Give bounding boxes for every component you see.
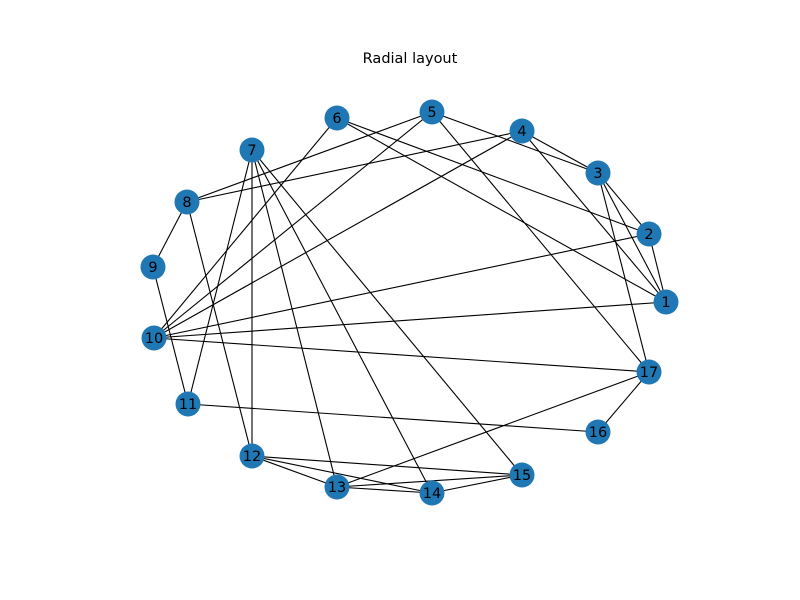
edge-10-17 — [153, 337, 650, 373]
node-9: 9 — [140, 254, 166, 280]
node-15: 15 — [509, 462, 535, 488]
node-circle-14 — [419, 480, 445, 506]
node-label-1: 1 — [661, 295, 670, 311]
node-label-11: 11 — [179, 397, 197, 413]
edge-7-15 — [251, 149, 523, 476]
edge-8-12 — [186, 201, 253, 457]
edge-4-8 — [186, 130, 523, 203]
node-4: 4 — [509, 118, 535, 144]
node-circle-16 — [585, 419, 611, 445]
node-circle-4 — [509, 118, 535, 144]
node-circle-3 — [585, 160, 611, 186]
node-11: 11 — [175, 391, 201, 417]
node-circle-7 — [239, 137, 265, 163]
node-17: 17 — [636, 359, 662, 385]
edge-3-5 — [431, 111, 599, 174]
node-circle-10 — [141, 325, 167, 351]
edge-12-15 — [251, 455, 523, 476]
node-circle-15 — [509, 462, 535, 488]
node-circle-12 — [239, 443, 265, 469]
edge-6-10 — [153, 117, 338, 339]
node-label-16: 16 — [589, 425, 607, 441]
node-label-4: 4 — [517, 124, 526, 140]
node-label-12: 12 — [243, 449, 261, 465]
node-10: 10 — [141, 325, 167, 351]
edge-13-14 — [336, 486, 433, 494]
edge-3-17 — [597, 172, 650, 373]
edge-5-10 — [153, 111, 433, 339]
node-circle-1 — [653, 289, 679, 315]
node-label-9: 9 — [148, 260, 157, 276]
node-label-17: 17 — [640, 365, 658, 381]
edge-7-14 — [251, 149, 433, 494]
edge-7-11 — [187, 149, 253, 405]
edge-1-4 — [521, 130, 667, 303]
edge-2-10 — [153, 233, 650, 339]
node-label-2: 2 — [644, 227, 653, 243]
node-12: 12 — [239, 443, 265, 469]
edge-4-10 — [153, 130, 523, 339]
node-label-10: 10 — [145, 331, 163, 347]
edge-12-14 — [251, 455, 433, 494]
edge-16-17 — [597, 371, 650, 433]
node-1: 1 — [653, 289, 679, 315]
node-7: 7 — [239, 137, 265, 163]
edge-5-17 — [431, 111, 650, 373]
node-6: 6 — [324, 105, 350, 131]
node-3: 3 — [585, 160, 611, 186]
edge-14-15 — [431, 474, 523, 494]
node-label-5: 5 — [427, 105, 436, 121]
edge-9-11 — [152, 266, 189, 405]
node-circle-17 — [636, 359, 662, 385]
node-circle-13 — [324, 474, 350, 500]
edge-2-6 — [336, 117, 650, 235]
node-label-13: 13 — [328, 480, 346, 496]
node-2: 2 — [636, 221, 662, 247]
diagram-title: Radial layout — [363, 51, 458, 67]
node-label-8: 8 — [182, 195, 191, 211]
edge-5-8 — [186, 111, 433, 203]
edge-11-16 — [187, 403, 599, 433]
node-16: 16 — [585, 419, 611, 445]
node-14: 14 — [419, 480, 445, 506]
edge-13-17 — [336, 371, 650, 488]
node-circle-2 — [636, 221, 662, 247]
node-circle-8 — [174, 189, 200, 215]
node-label-14: 14 — [423, 486, 441, 502]
edge-12-13 — [251, 455, 338, 488]
node-8: 8 — [174, 189, 200, 215]
node-label-6: 6 — [332, 111, 341, 127]
node-circle-5 — [419, 99, 445, 125]
edge-3-4 — [521, 130, 599, 174]
edge-2-3 — [597, 172, 650, 235]
node-circle-6 — [324, 105, 350, 131]
node-circle-11 — [175, 391, 201, 417]
node-label-7: 7 — [247, 143, 256, 159]
node-13: 13 — [324, 474, 350, 500]
node-5: 5 — [419, 99, 445, 125]
edge-1-10 — [153, 301, 667, 339]
node-label-3: 3 — [593, 166, 602, 182]
node-circle-9 — [140, 254, 166, 280]
edge-1-6 — [336, 117, 667, 303]
edge-7-13 — [251, 149, 338, 488]
node-label-15: 15 — [513, 468, 531, 484]
